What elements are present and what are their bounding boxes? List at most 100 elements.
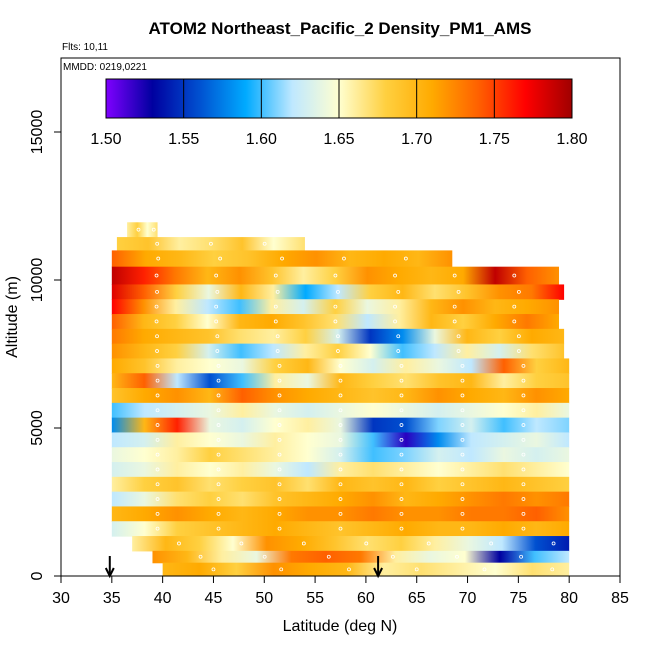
colorbar: 1.50 1.55 1.60 1.65 1.70 1.75 1.80 — [90, 78, 588, 148]
profile-arrow-head — [373, 567, 383, 579]
sample-point — [215, 349, 220, 353]
sample-point — [338, 482, 343, 487]
sample-point — [277, 393, 282, 398]
sample-point — [262, 554, 267, 559]
sample-point — [275, 334, 280, 339]
sample-point — [364, 541, 369, 546]
heatmap-band — [111, 250, 453, 268]
sample-point — [273, 319, 278, 324]
sample-point — [333, 273, 338, 278]
x-tick-label: 60 — [357, 590, 375, 607]
sample-point — [452, 319, 457, 324]
sample-point — [338, 437, 343, 442]
sample-point — [393, 304, 397, 309]
sample-point — [399, 423, 404, 427]
sample-point — [155, 497, 160, 501]
sample-point — [521, 423, 526, 427]
sample-point — [512, 304, 517, 309]
x-tick-label: 50 — [255, 590, 273, 607]
colorbar-tick-label: 1.75 — [479, 131, 510, 148]
sample-point — [155, 408, 160, 413]
sample-point — [154, 273, 159, 278]
sample-point — [155, 467, 160, 472]
sample-point — [521, 378, 526, 383]
sample-point — [399, 452, 404, 457]
sample-point — [460, 393, 465, 398]
sample-point — [452, 273, 457, 278]
heatmap-band — [111, 521, 570, 537]
y-axis-label: Altitude (m) — [4, 276, 21, 358]
sample-point — [336, 289, 340, 294]
sample-point — [338, 363, 343, 368]
sample-point — [516, 289, 521, 294]
sample-point — [399, 393, 404, 398]
dates-label: MMDD: 0219,0221 — [63, 62, 147, 73]
profile-arrow-head — [104, 567, 115, 579]
sample-point — [209, 241, 213, 246]
sample-point — [333, 319, 338, 324]
sample-point — [460, 437, 465, 442]
heatmap-band — [111, 358, 570, 374]
sample-point — [277, 408, 282, 413]
sample-point — [262, 241, 267, 246]
x-axis-label: Latitude (deg N) — [283, 618, 398, 635]
sample-point — [399, 482, 404, 487]
sample-point — [336, 349, 340, 353]
heatmap-band — [111, 476, 570, 493]
sample-point — [460, 467, 465, 472]
sample-point — [551, 541, 556, 546]
y-tick-label: 5000 — [29, 410, 46, 446]
sample-point — [277, 526, 282, 531]
sample-point — [215, 289, 220, 294]
sample-point — [154, 304, 159, 309]
sample-point — [393, 273, 397, 278]
sample-point — [155, 334, 159, 339]
sample-point — [516, 334, 521, 339]
sample-point — [155, 511, 160, 516]
sample-point — [414, 567, 419, 572]
sample-point — [460, 408, 465, 413]
sample-point — [216, 393, 221, 398]
heatmap-band — [111, 417, 570, 434]
colorbar-tick-label: 1.80 — [556, 131, 587, 148]
sample-point — [214, 273, 219, 278]
sample-point — [338, 511, 343, 516]
sample-point — [460, 482, 465, 487]
x-tick-label: 30 — [52, 590, 70, 607]
sample-point — [455, 554, 459, 559]
sample-point — [211, 567, 216, 572]
heatmap-band — [111, 266, 560, 286]
sample-point — [396, 349, 401, 353]
sample-point — [521, 482, 526, 487]
sample-point — [338, 452, 343, 457]
sample-point — [460, 526, 465, 531]
sample-point — [482, 567, 487, 572]
heatmap-band — [111, 432, 570, 448]
heatmap-band — [111, 284, 565, 300]
sample-point — [216, 363, 221, 368]
heatmap-band — [111, 388, 570, 404]
sample-point — [277, 452, 282, 457]
y-axis: 0 5000 10000 15000 — [29, 110, 62, 580]
sample-point — [338, 378, 343, 383]
sample-point — [336, 334, 340, 339]
heatmap-band — [111, 343, 565, 360]
x-tick-label: 35 — [103, 590, 121, 607]
sample-point — [399, 363, 404, 368]
sample-point — [460, 511, 465, 516]
sample-point — [456, 349, 461, 353]
sample-point — [521, 511, 526, 516]
sample-point — [216, 511, 221, 516]
sample-point — [216, 452, 221, 457]
sample-point — [342, 256, 346, 261]
colorbar-tick-label: 1.70 — [401, 131, 432, 148]
sample-point — [347, 567, 351, 572]
sample-point — [280, 256, 284, 261]
sample-point — [521, 437, 526, 442]
sample-point — [326, 554, 331, 559]
y-tick-label: 15000 — [29, 110, 46, 155]
sample-point — [338, 497, 343, 501]
sample-point — [216, 526, 221, 531]
x-axis: 30 35 40 45 50 55 60 65 70 75 80 85 — [52, 575, 629, 607]
